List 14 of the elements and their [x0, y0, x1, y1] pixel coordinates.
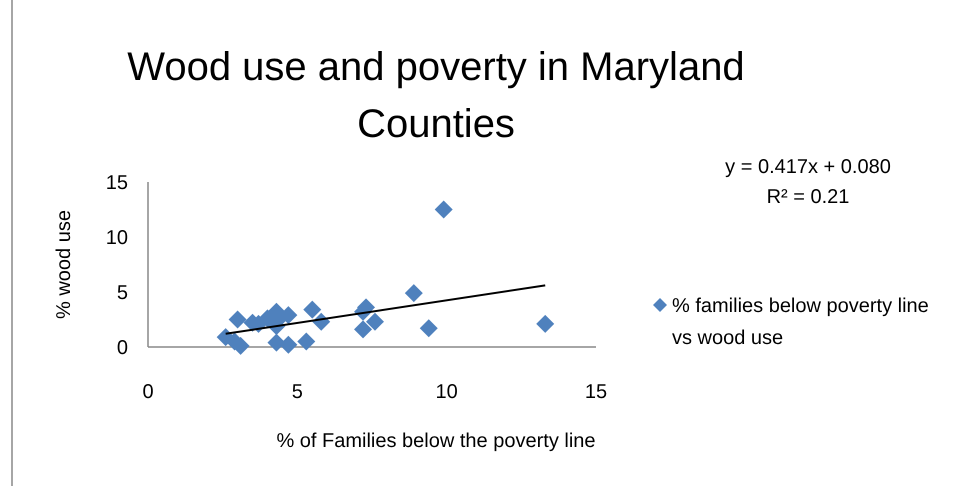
text: R² = 0.21 — [766, 186, 850, 208]
y-tick-label: 15 — [106, 172, 128, 194]
y-tick-label: 0 — [116, 337, 128, 359]
y-tick-label: 5 — [116, 282, 128, 304]
text: y = 0.417x + 0.080 — [725, 156, 891, 178]
x-axis-title: % of Families below the poverty line — [276, 430, 596, 452]
x-tick-label: 5 — [292, 381, 303, 403]
x-tick-label: 0 — [142, 381, 154, 403]
x-tick-label: 15 — [584, 381, 608, 403]
chart-title: Wood use and poverty in Maryland Counties — [127, 45, 745, 146]
legend-label: % families below poverty line vs wood use — [672, 295, 929, 349]
y-tick-label: 10 — [106, 227, 128, 249]
y-axis-title: % wood use — [53, 210, 75, 319]
x-tick-label: 10 — [436, 381, 458, 403]
